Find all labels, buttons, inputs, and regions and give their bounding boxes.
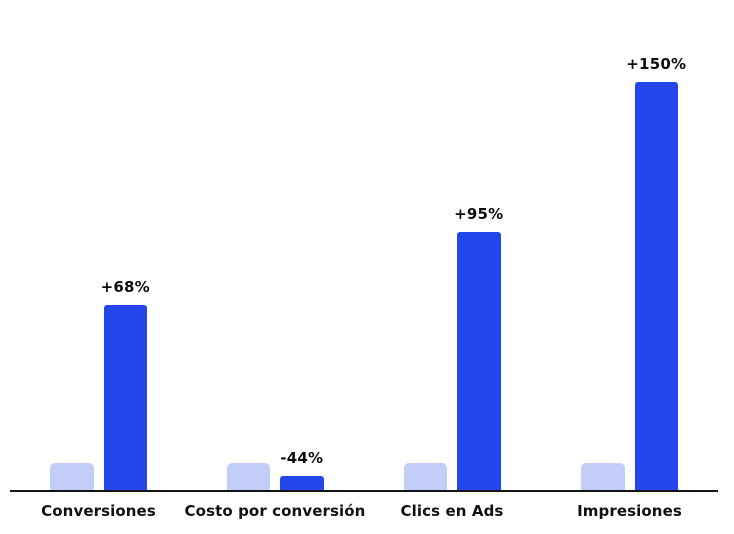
change-bar <box>457 231 501 490</box>
baseline-bar <box>50 462 94 490</box>
percent-label: +68% <box>100 278 150 297</box>
percent-label: +150% <box>626 55 687 73</box>
change-bar <box>103 305 147 490</box>
baseline-bar <box>403 462 447 490</box>
change-bar <box>634 82 678 490</box>
category-label: Conversiones <box>41 502 156 520</box>
category-label: Impresiones <box>577 502 682 520</box>
x-axis-line <box>10 490 718 492</box>
percent-label: -44% <box>280 449 324 468</box>
category-label: Clics en Ads <box>400 502 504 520</box>
baseline-bar <box>226 462 270 490</box>
category-label: Costo por conversión <box>184 502 366 520</box>
change-bar <box>280 476 324 490</box>
percent-label: +95% <box>454 204 504 223</box>
baseline-bar <box>581 462 625 490</box>
